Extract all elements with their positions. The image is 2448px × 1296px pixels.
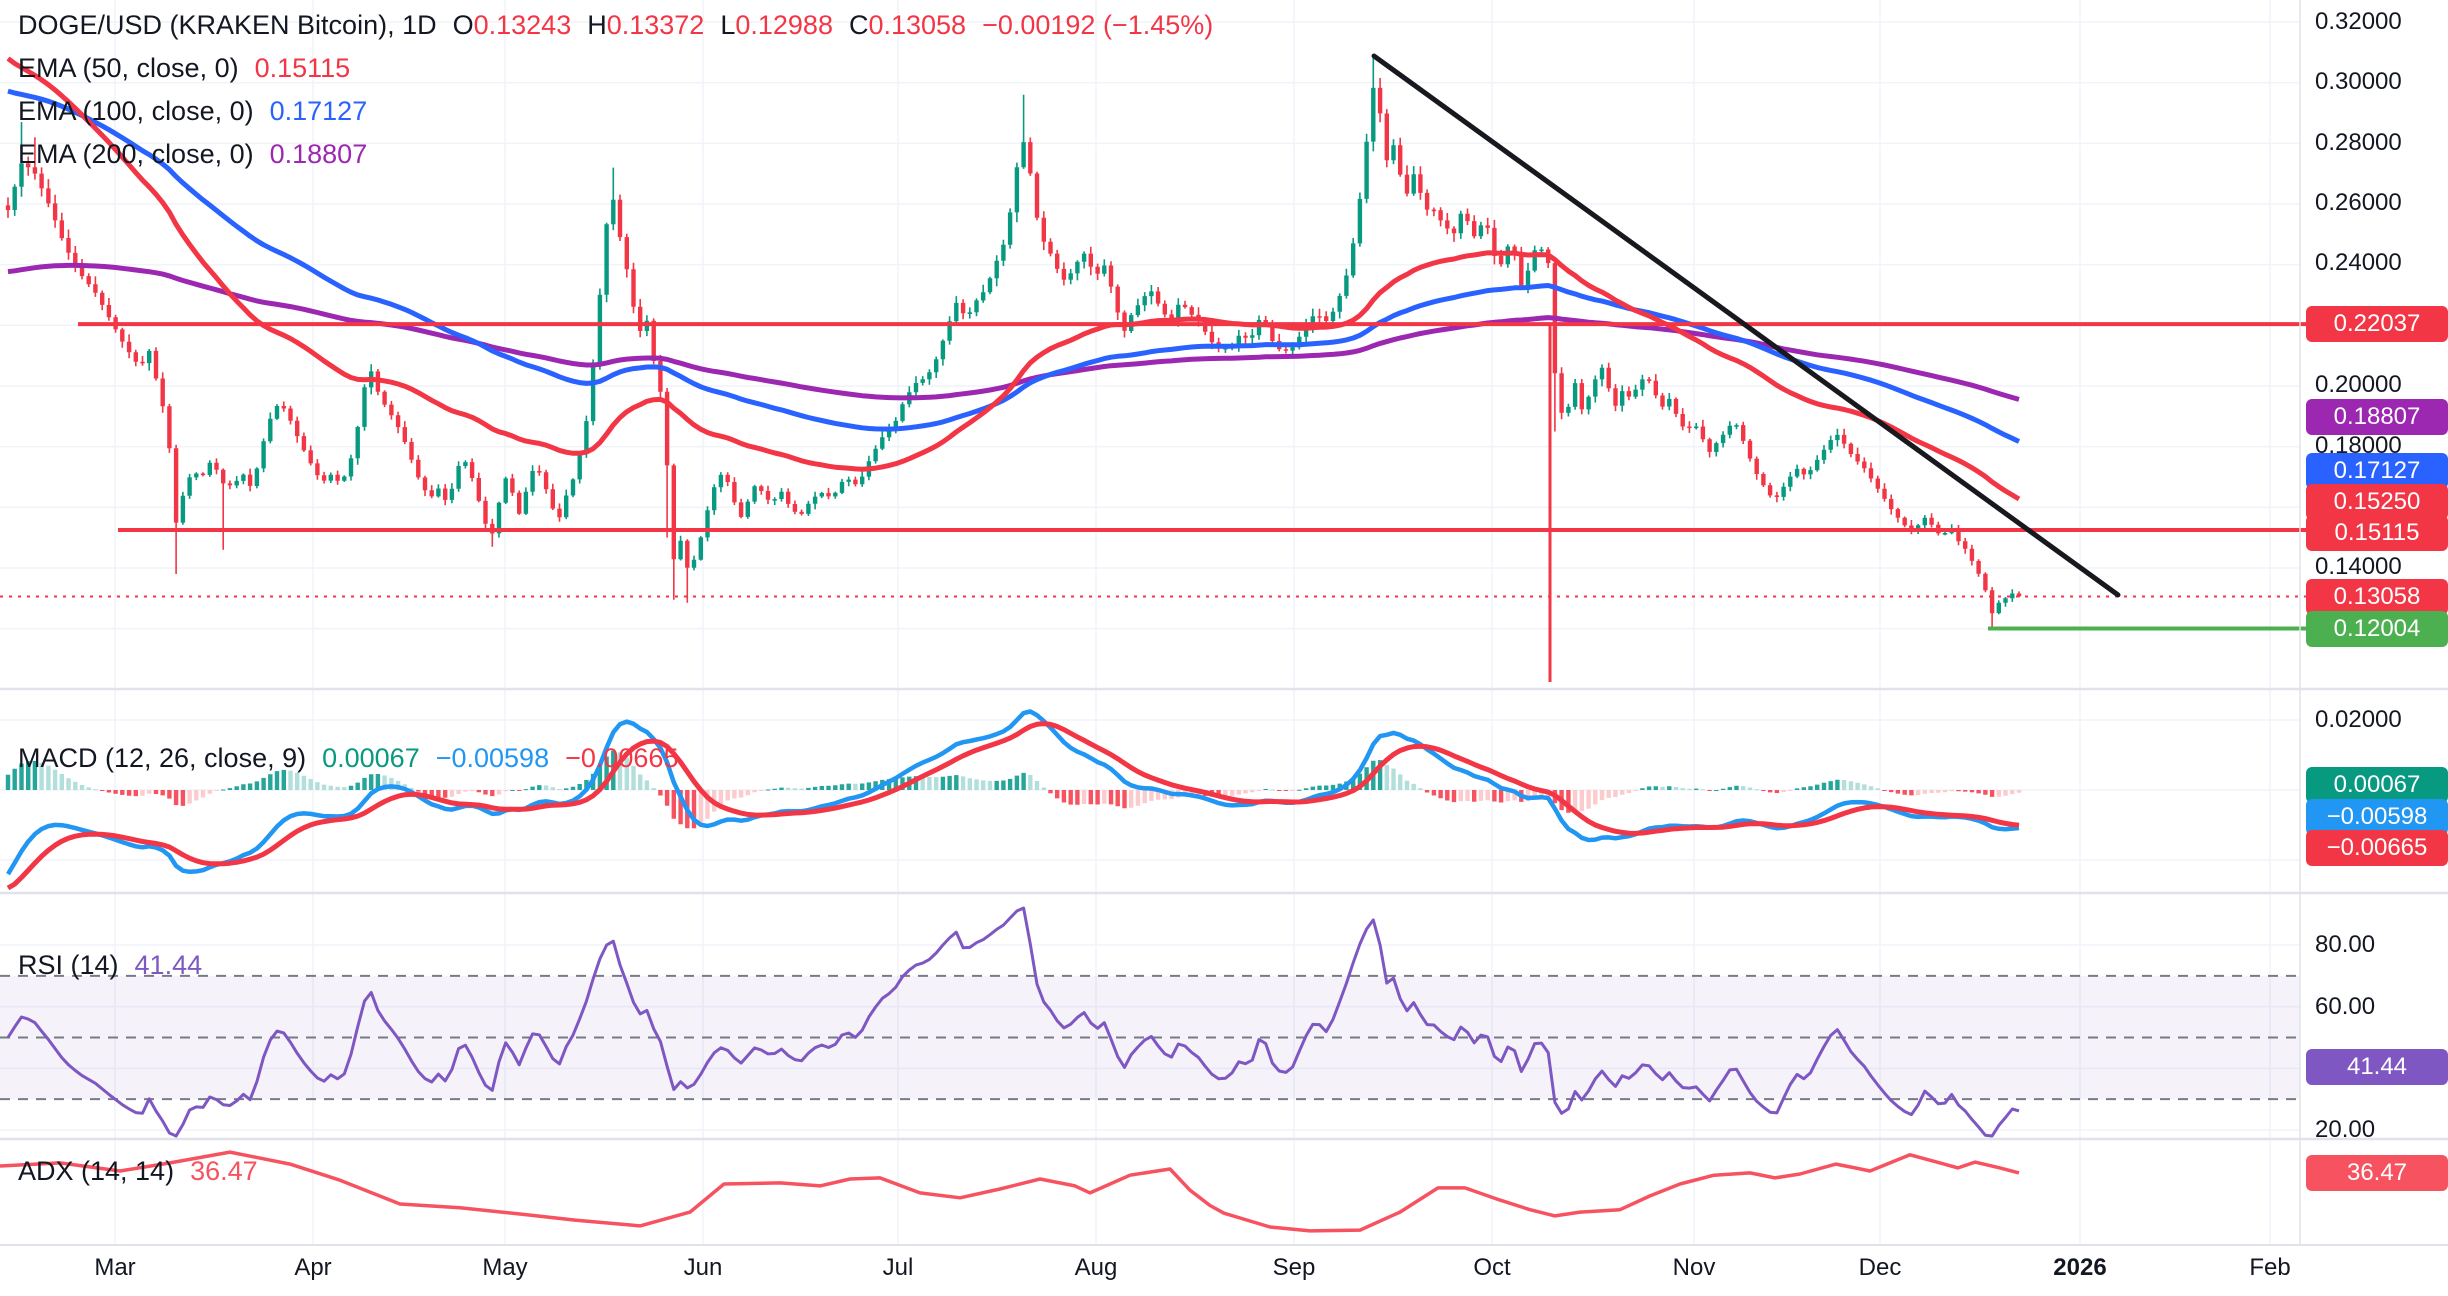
axis-tick-label: 0.24000 bbox=[2315, 249, 2402, 276]
price-badge: −0.00665 bbox=[2306, 830, 2448, 866]
ema100-legend[interactable]: EMA (100, close, 0) 0.17127 bbox=[18, 96, 368, 126]
pane-separators bbox=[0, 0, 2448, 1246]
price-badge: −0.00598 bbox=[2306, 799, 2448, 835]
macd-signal-line bbox=[6, 721, 2020, 891]
time-axis-label[interactable]: Oct bbox=[1473, 1254, 1511, 1281]
price-badge: 0.22037 bbox=[2306, 306, 2448, 342]
ema100-value: 0.17127 bbox=[269, 96, 368, 126]
price-badge: 0.12004 bbox=[2306, 611, 2448, 647]
time-axis-label[interactable]: 2026 bbox=[2053, 1254, 2107, 1281]
time-axis-label[interactable]: Mar bbox=[94, 1254, 136, 1281]
adx-line bbox=[0, 1150, 2020, 1233]
ohlc-open: O0.13243 bbox=[452, 10, 572, 40]
ohlc-low: L0.12988 bbox=[720, 10, 833, 40]
ema50-line bbox=[6, 56, 2021, 502]
time-axis-label[interactable]: Apr bbox=[294, 1254, 332, 1281]
time-axis-label[interactable]: Feb bbox=[2249, 1254, 2291, 1281]
price-badge: 36.47 bbox=[2306, 1155, 2448, 1191]
axis-tick-label: 0.28000 bbox=[2315, 129, 2402, 156]
axis-tick-label: 60.00 bbox=[2315, 993, 2376, 1020]
ohlc-change: −0.00192 (−1.45%) bbox=[982, 10, 1214, 40]
time-axis-label[interactable]: Jun bbox=[683, 1254, 723, 1281]
price-drawings[interactable] bbox=[0, 53, 2448, 682]
price-badge: 0.18807 bbox=[2306, 399, 2448, 435]
axis-tick-label: 20.00 bbox=[2315, 1116, 2376, 1143]
macd-legend[interactable]: MACD (12, 26, close, 9) 0.00067 −0.00598… bbox=[18, 743, 679, 773]
ema100-line bbox=[7, 88, 2021, 444]
ema200-legend[interactable]: EMA (200, close, 0) 0.18807 bbox=[18, 139, 368, 169]
axis-tick-label: 0.20000 bbox=[2315, 371, 2402, 398]
time-axis-label[interactable]: Dec bbox=[1858, 1254, 1902, 1281]
ema50-legend[interactable]: EMA (50, close, 0) 0.15115 bbox=[18, 53, 351, 83]
macd-line-value: −0.00598 bbox=[435, 743, 550, 773]
ohlc-close: C0.13058 bbox=[848, 10, 967, 40]
time-axis-label[interactable]: Sep bbox=[1272, 1254, 1316, 1281]
adx-legend[interactable]: ADX (14, 14) 36.47 bbox=[18, 1156, 258, 1186]
axis-tick-label: 0.30000 bbox=[2315, 68, 2402, 95]
macd-histogram-up-grow bbox=[5, 750, 1840, 791]
macd-hist-value: 0.00067 bbox=[322, 743, 420, 773]
time-axis-label[interactable]: May bbox=[482, 1254, 528, 1281]
ema50-value: 0.15115 bbox=[254, 53, 351, 83]
axis-tick-label: 0.02000 bbox=[2315, 706, 2402, 733]
time-axis-label[interactable]: Jul bbox=[882, 1254, 914, 1281]
axis-tick-label: 0.32000 bbox=[2315, 8, 2402, 35]
ema200-value: 0.18807 bbox=[269, 139, 368, 169]
macd-histogram-down-fall bbox=[100, 790, 1995, 829]
time-axis-label[interactable]: Nov bbox=[1672, 1254, 1716, 1281]
rsi-line bbox=[6, 906, 2020, 1138]
price-badge: 41.44 bbox=[2306, 1049, 2448, 1085]
plot-layers bbox=[0, 56, 2300, 1233]
rsi-legend[interactable]: RSI (14) 41.44 bbox=[18, 950, 203, 980]
ohlc-high: H0.13372 bbox=[587, 10, 705, 40]
macd-signal-value: −0.00665 bbox=[565, 743, 679, 773]
rsi-value: 41.44 bbox=[134, 950, 203, 980]
symbol-title: DOGE/USD (KRAKEN Bitcoin), 1D bbox=[18, 10, 437, 40]
price-badge: 0.17127 bbox=[2306, 453, 2448, 489]
price-badge: 0.15250 bbox=[2306, 484, 2448, 520]
axis-tick-label: 0.14000 bbox=[2315, 553, 2402, 580]
axis-tick-label: 80.00 bbox=[2315, 931, 2376, 958]
price-badge: 0.15115 bbox=[2306, 515, 2448, 551]
adx-value: 36.47 bbox=[190, 1156, 258, 1186]
symbol-legend[interactable]: DOGE/USD (KRAKEN Bitcoin), 1D O0.13243 H… bbox=[18, 8, 1213, 42]
axis-tick-label: 0.26000 bbox=[2315, 189, 2402, 216]
time-axis-label[interactable]: Aug bbox=[1074, 1254, 1118, 1281]
price-badge: 0.13058 bbox=[2306, 579, 2448, 615]
descending-trendline bbox=[1371, 53, 2121, 598]
price-badge: 0.00067 bbox=[2306, 767, 2448, 803]
